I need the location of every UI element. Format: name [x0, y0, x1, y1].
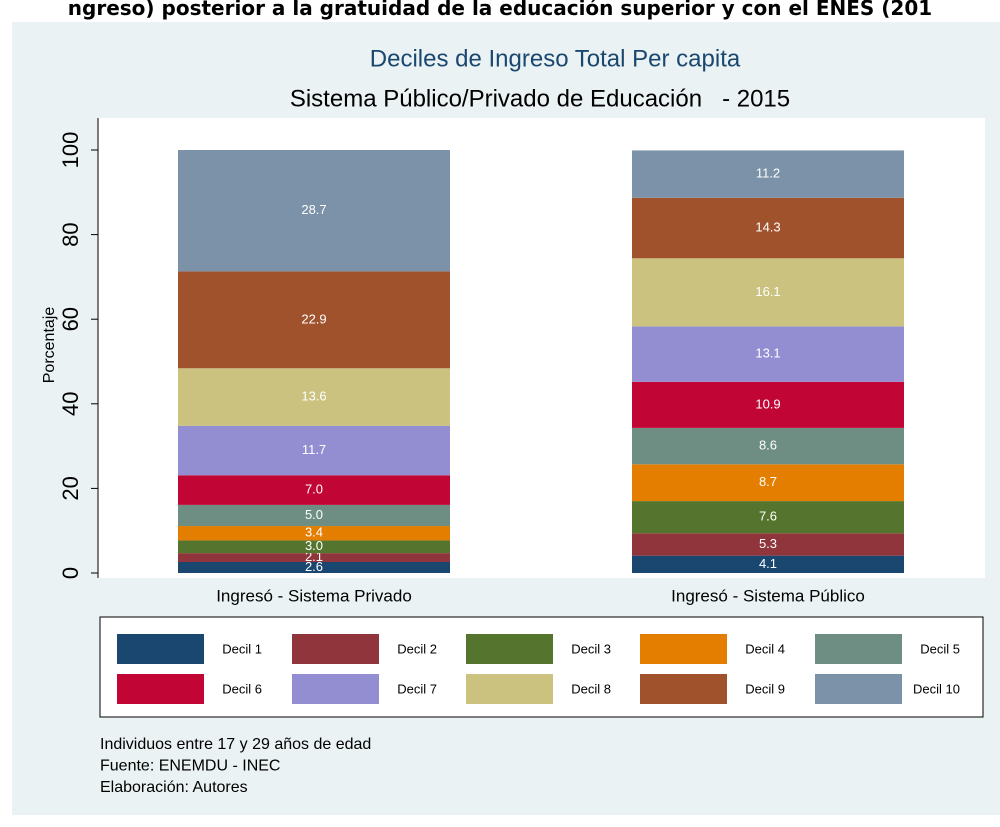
bar-segment — [632, 326, 904, 382]
legend-label: Decil 7 — [397, 681, 437, 696]
legend-label: Decil 9 — [745, 681, 785, 696]
note: Elaboración: Autores — [100, 779, 248, 796]
bar-segment — [632, 533, 904, 556]
legend-swatch — [466, 634, 553, 664]
data-label: 11.7 — [302, 442, 326, 457]
bar-segment — [178, 475, 450, 505]
data-label: 3.0 — [305, 538, 323, 553]
data-label: 8.6 — [759, 438, 777, 453]
bar-segment — [178, 150, 450, 272]
bar-segment — [632, 501, 904, 534]
legend-label: Decil 10 — [913, 681, 960, 696]
x-tick-label: Ingresó - Sistema Privado — [216, 586, 412, 605]
bar-segment — [178, 526, 450, 541]
data-label: 5.3 — [759, 536, 777, 551]
data-label: 5.0 — [305, 507, 323, 522]
y-tick-label: 0 — [58, 567, 83, 579]
legend-swatch — [815, 674, 902, 704]
chart-title: Deciles de Ingreso Total Per capita — [370, 45, 741, 72]
legend-swatch — [640, 634, 727, 664]
y-axis-label: Porcentaje — [41, 307, 58, 384]
y-tick-label: 100 — [58, 132, 83, 169]
data-label: 22.9 — [301, 311, 326, 326]
legend-label: Decil 1 — [222, 641, 262, 656]
legend-label: Decil 5 — [920, 641, 960, 656]
y-tick-label: 20 — [58, 476, 83, 500]
bar-segment — [178, 540, 450, 554]
legend-label: Decil 2 — [397, 641, 437, 656]
legend-label: Decil 3 — [571, 641, 611, 656]
data-label: 10.9 — [755, 396, 780, 411]
bar-segment — [632, 427, 904, 465]
bar-segment — [632, 150, 904, 198]
legend-swatch — [815, 634, 902, 664]
bar-segment — [178, 553, 450, 563]
bar-segment — [178, 504, 450, 527]
legend-swatch — [466, 674, 553, 704]
bar-segment — [178, 425, 450, 476]
data-label: 14.3 — [755, 219, 780, 234]
legend-swatch — [117, 634, 204, 664]
data-label: 16.1 — [755, 284, 780, 299]
y-tick-label: 80 — [58, 222, 83, 246]
legend-swatch — [292, 674, 379, 704]
bar-segment — [632, 197, 904, 259]
data-label: 8.7 — [759, 474, 777, 489]
data-label: 11.2 — [756, 166, 780, 181]
bar-segment — [178, 368, 450, 426]
bar-segment — [632, 258, 904, 327]
data-label: 7.0 — [305, 482, 323, 497]
note: Individuos entre 17 y 29 años de edad — [100, 736, 371, 753]
bar-segment — [178, 562, 450, 573]
legend-swatch — [292, 634, 379, 664]
bar-segment — [632, 381, 904, 428]
chart-subtitle: Sistema Público/Privado de Educación - 2… — [290, 85, 790, 112]
legend-swatch — [640, 674, 727, 704]
data-label: 7.6 — [759, 509, 777, 524]
x-tick-label: Ingresó - Sistema Público — [671, 586, 865, 605]
legend-label: Decil 4 — [745, 641, 785, 656]
data-label: 3.4 — [305, 525, 323, 540]
data-label: 4.1 — [759, 556, 777, 571]
legend-label: Decil 6 — [222, 681, 262, 696]
legend-label: Decil 8 — [571, 681, 611, 696]
note: Fuente: ENEMDU - INEC — [100, 758, 280, 775]
legend-swatch — [117, 674, 204, 704]
page-heading: ngreso) posterior a la gratuidad de la e… — [67, 0, 933, 20]
bar-segment — [178, 271, 450, 369]
data-label: 28.7 — [301, 202, 326, 217]
data-label: 2.6 — [305, 559, 323, 574]
y-tick-label: 40 — [58, 392, 83, 416]
y-tick-label: 60 — [58, 307, 83, 331]
bar-segment — [632, 464, 904, 502]
data-label: 13.6 — [301, 388, 326, 403]
data-label: 13.1 — [755, 346, 780, 361]
bar-segment — [632, 555, 904, 573]
